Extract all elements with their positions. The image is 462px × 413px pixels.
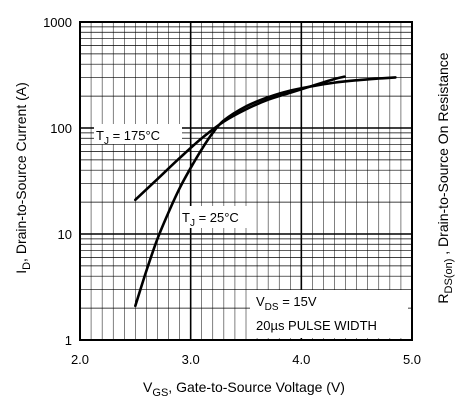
x-tick-label: 4.0 — [292, 352, 310, 367]
x-tick-label: 3.0 — [182, 352, 200, 367]
right-axis-label: RDS(on) , Drain-to-Source On Resistance — [435, 52, 455, 303]
xlabel-rest: , Gate-to-Source Voltage (V) — [168, 379, 345, 395]
ylabel-sub: D — [21, 262, 33, 270]
svg-text:VDS = 15V: VDS = 15V — [256, 294, 317, 313]
xlabel-sub: GS — [152, 387, 168, 399]
series-lines — [134, 75, 397, 308]
label-25-sub: J — [190, 218, 195, 229]
series-label-25c: TJ = 25°C — [180, 206, 256, 229]
x-tick-label: 5.0 — [403, 352, 421, 367]
x-axis-label: VGS, Gate-to-Source Voltage (V) — [143, 379, 345, 399]
series-label-175c: TJ = 175°C — [94, 124, 182, 147]
y-tick-label: 10 — [58, 227, 72, 242]
rlabel-sub: DS(on) — [443, 259, 455, 294]
y-tick-label: 100 — [50, 121, 72, 136]
xlabel-main: V — [143, 379, 153, 395]
svg-text:TJ = 175°C: TJ = 175°C — [96, 128, 160, 147]
rlabel-rest: , Drain-to-Source On Resistance — [435, 52, 451, 258]
y-tick-label: 1000 — [43, 15, 72, 30]
plot-frame — [79, 21, 413, 341]
label-175-sub: J — [104, 136, 109, 147]
ylabel-rest: , Drain-to-Source Current (A) — [13, 82, 29, 262]
x-tick-label: 2.0 — [71, 352, 89, 367]
label-25-main: T — [182, 210, 190, 225]
label-175-rest: = 175°C — [109, 128, 160, 143]
pulse-width-label: 20µs PULSE WIDTH — [256, 318, 377, 333]
rlabel-main: R — [435, 293, 451, 303]
y-tick-label: 1 — [65, 333, 72, 348]
series-line-25c — [134, 76, 397, 308]
svg-text:TJ = 25°C: TJ = 25°C — [182, 210, 239, 229]
test-conditions-annotation: VDS = 15V 20µs PULSE WIDTH — [250, 290, 408, 338]
y-axis-label: ID, Drain-to-Source Current (A) — [13, 82, 33, 274]
label-25-rest: = 25°C — [195, 210, 239, 225]
ylabel-main: I — [13, 270, 29, 274]
tick-labels: 2.0 3.0 4.0 5.0 1 10 100 1000 — [43, 15, 421, 367]
vds-sub: DS — [265, 302, 279, 313]
vds-main: V — [256, 294, 265, 309]
vds-rest: = 15V — [279, 294, 317, 309]
label-175-main: T — [96, 128, 104, 143]
